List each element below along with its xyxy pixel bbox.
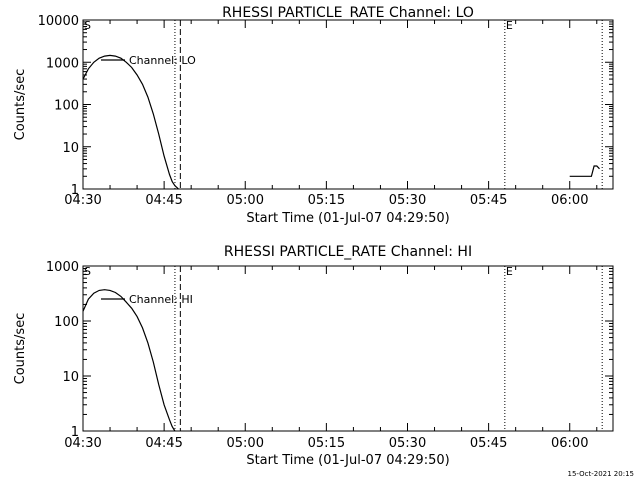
y-tick-label: 10 [62, 370, 79, 385]
y-tick-label: 10000 [38, 14, 79, 29]
x-axis-label: Start Time (01-Jul-07 04:29:50) [246, 211, 449, 226]
x-tick-label: 05:00 [227, 436, 264, 451]
x-tick-label: 05:30 [389, 436, 426, 451]
x-tick-label: 04:30 [64, 436, 101, 451]
x-tick-label: 05:30 [389, 193, 426, 208]
series-line-lo [569, 165, 600, 177]
x-tick-label: 05:00 [227, 193, 264, 208]
series-line-lo [82, 54, 179, 190]
x-tick-label: 06:00 [551, 436, 588, 451]
plot-frame [82, 19, 614, 190]
y-tick-label: 1 [71, 425, 79, 440]
x-tick-label: 06:00 [551, 193, 588, 208]
x-tick-label: 04:45 [145, 436, 182, 451]
marker-e: E [506, 265, 513, 278]
y-axis-label: Counts/sec [13, 313, 28, 385]
legend-label: Channel: LO [129, 54, 196, 67]
legend-label: Channel: HI [129, 293, 193, 306]
plot-frame [82, 265, 614, 432]
marker-s: S [84, 19, 91, 32]
y-tick-label: 10 [62, 141, 79, 156]
y-tick-label: 100 [54, 99, 79, 114]
chart-title: RHESSI PARTICLE_RATE Channel: HI [224, 244, 472, 260]
x-tick-label: 05:15 [308, 193, 345, 208]
chart-title: RHESSI PARTICLE_RATE Channel: LO [222, 5, 474, 21]
y-tick-label: 1000 [46, 260, 79, 275]
marker-s: S [84, 265, 91, 278]
marker-e: E [506, 19, 513, 32]
footer-timestamp: 15-Oct-2021 20:15 [567, 470, 634, 478]
x-tick-label: 05:45 [470, 436, 507, 451]
y-axis-label: Counts/sec [13, 69, 28, 141]
y-tick-label: 1 [71, 183, 79, 198]
x-tick-label: 04:30 [64, 193, 101, 208]
y-tick-label: 1000 [46, 56, 79, 71]
y-tick-label: 100 [54, 315, 79, 330]
x-axis-label: Start Time (01-Jul-07 04:29:50) [246, 453, 449, 468]
x-tick-label: 04:45 [145, 193, 182, 208]
x-tick-label: 05:15 [308, 436, 345, 451]
x-tick-label: 05:45 [470, 193, 507, 208]
series-line-hi [82, 289, 176, 432]
